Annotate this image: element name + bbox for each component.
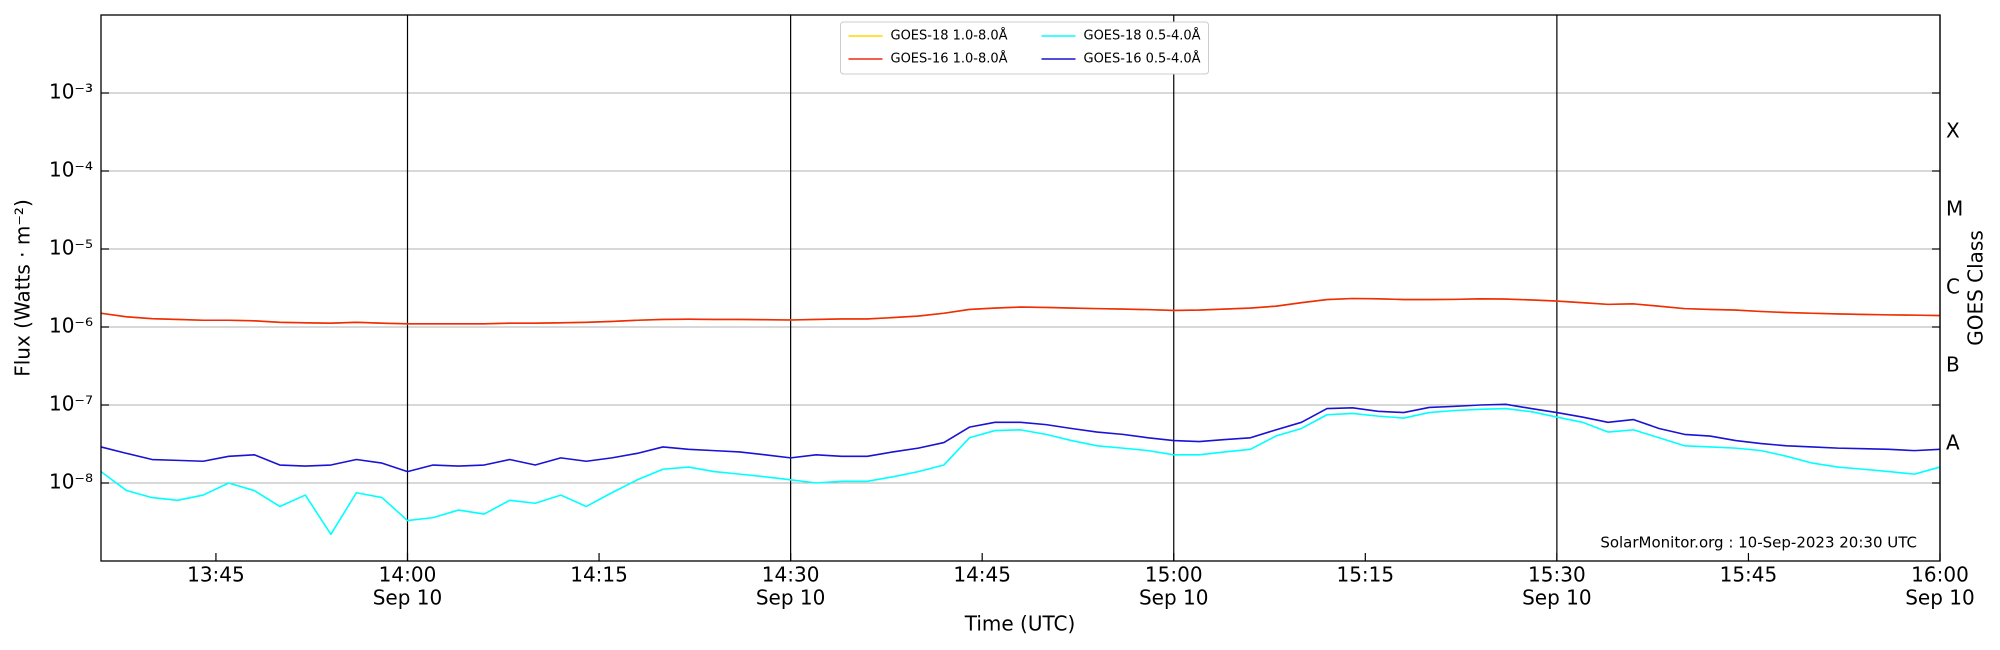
x-tick-label: 15:30 <box>1528 563 1586 587</box>
series-line <box>100 297 1941 325</box>
x-tick-label: 14:15 <box>570 563 628 587</box>
y-tick-label: 10⁻³ <box>49 80 93 104</box>
x-tick-date: Sep 10 <box>1139 586 1209 610</box>
y-tick-label: 10⁻⁸ <box>49 470 93 494</box>
x-tick-date: Sep 10 <box>1522 586 1592 610</box>
legend-label: GOES-18 0.5-4.0Å <box>1084 28 1201 44</box>
y-tick-label: 10⁻⁵ <box>49 236 93 260</box>
series-line <box>100 297 1941 325</box>
plot-frame <box>100 14 1941 562</box>
series-line <box>100 407 1941 536</box>
x-axis-label: Time (UTC) <box>964 612 1076 636</box>
x-tick-date: Sep 10 <box>373 586 443 610</box>
x-tick-date: Sep 10 <box>756 586 826 610</box>
x-tick-label: 15:15 <box>1336 563 1394 587</box>
y2-axis-label: GOES Class <box>1964 230 1988 346</box>
x-tick-label: 14:30 <box>762 563 820 587</box>
y2-tick-label: M <box>1946 197 1963 221</box>
y2-tick-label: X <box>1946 119 1960 143</box>
x-tick-label: 14:45 <box>953 563 1011 587</box>
legend-label: GOES-18 1.0-8.0Å <box>891 28 1008 44</box>
y-tick-label: 10⁻⁶ <box>49 314 93 338</box>
legend-label: GOES-16 1.0-8.0Å <box>891 51 1008 67</box>
x-tick-date: Sep 10 <box>1905 586 1975 610</box>
annotation: SolarMonitor.org : 10-Sep-2023 20:30 UTC <box>1600 534 1917 552</box>
y2-tick-label: C <box>1946 275 1960 299</box>
x-tick-label: 15:45 <box>1720 563 1778 587</box>
y-tick-label: 10⁻⁴ <box>49 158 93 182</box>
x-tick-label: 13:45 <box>187 563 245 587</box>
y-tick-label: 10⁻⁷ <box>49 392 93 416</box>
x-tick-label: 14:00 <box>379 563 437 587</box>
series-line <box>100 403 1941 473</box>
y2-tick-label: B <box>1946 353 1960 377</box>
y-axis-label: Flux (Watts · m⁻²) <box>11 199 35 377</box>
legend-label: GOES-16 0.5-4.0Å <box>1084 51 1201 67</box>
legend-box <box>840 21 1209 75</box>
x-tick-label: 15:00 <box>1145 563 1203 587</box>
x-tick-label: 16:00 <box>1911 563 1969 587</box>
y2-tick-label: A <box>1946 431 1960 455</box>
